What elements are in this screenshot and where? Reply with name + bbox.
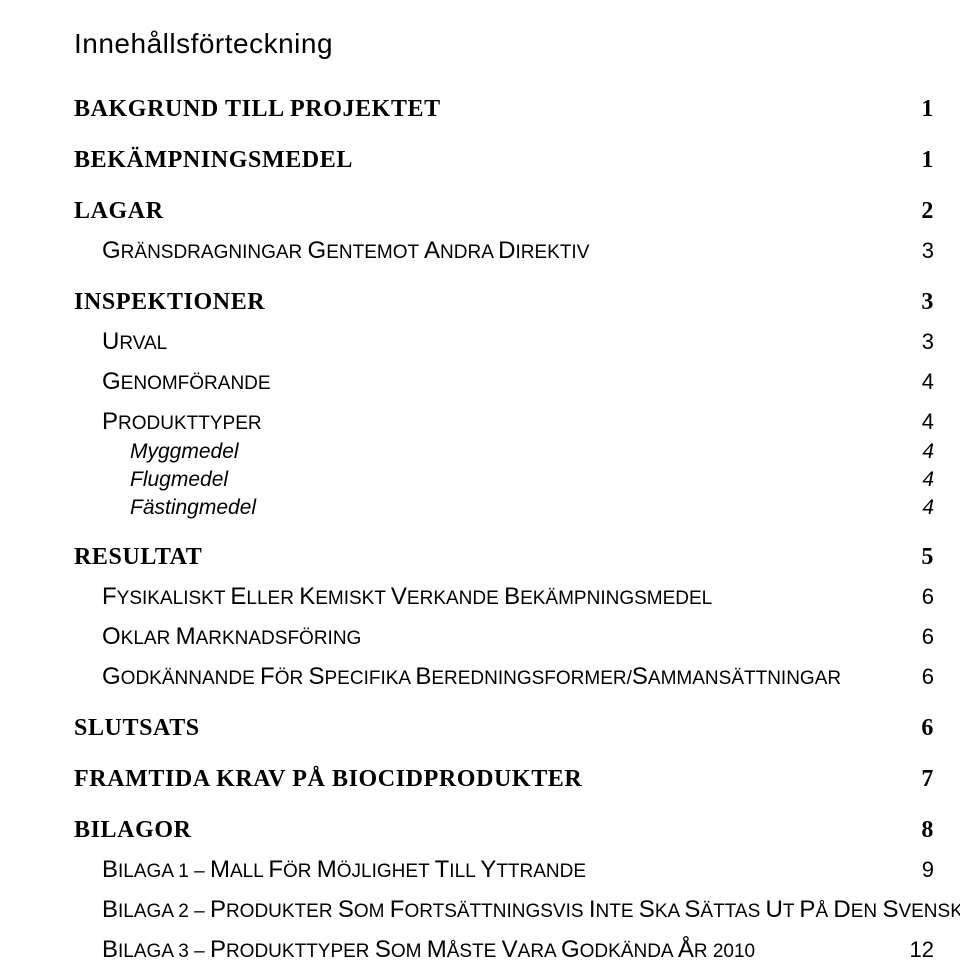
toc-entry-page: 12 <box>900 937 934 963</box>
toc-entry: PRODUKTTYPER 4 <box>74 408 934 436</box>
toc-entry: LAGAR 2 <box>74 198 934 225</box>
toc-entry: OKLAR MARKNADSFÖRING 6 <box>74 623 934 651</box>
toc-entry-page: 6 <box>900 584 934 610</box>
toc-entry: GENOMFÖRANDE 4 <box>74 368 934 396</box>
toc-entry: BILAGA 3 – PRODUKTTYPER SOM MÅSTE VARA G… <box>74 936 934 964</box>
toc-entry-label: BILAGOR <box>74 817 192 844</box>
toc-entry-label: Flugmedel <box>130 468 228 492</box>
toc-entry-page: 6 <box>900 715 934 742</box>
toc-entry: GRÄNSDRAGNINGAR GENTEMOT ANDRA DIREKTIV 3 <box>74 237 934 265</box>
toc-entry: FRAMTIDA KRAV PÅ BIOCIDPRODUKTER 7 <box>74 766 934 793</box>
toc-entry-label: LAGAR <box>74 198 164 225</box>
toc-entry-page: 5 <box>900 544 934 571</box>
toc-entry: Fästingmedel 4 <box>74 496 934 520</box>
toc-entry-label: URVAL <box>102 328 167 356</box>
toc-entry-label: BILAGA 2 – PRODUKTER SOM FORTSÄTTNINGSVI… <box>102 896 960 924</box>
toc-entry-label: GENOMFÖRANDE <box>102 368 271 396</box>
page: Innehållsförteckning BAKGRUND TILL PROJE… <box>0 0 960 964</box>
toc-entry: BILAGA 1 – MALL FÖR MÖJLIGHET TILL YTTRA… <box>74 856 934 884</box>
toc-entry-label: RESULTAT <box>74 544 202 571</box>
toc-entry-label: BILAGA 3 – PRODUKTTYPER SOM MÅSTE VARA G… <box>102 936 755 964</box>
toc-entry: GODKÄNNANDE FÖR SPECIFIKA BEREDNINGSFORM… <box>74 663 934 691</box>
toc-entry: RESULTAT 5 <box>74 544 934 571</box>
toc-entry-label: Fästingmedel <box>130 496 256 520</box>
toc-entry-page: 6 <box>900 624 934 650</box>
toc-entry-page: 1 <box>900 96 934 123</box>
toc-entry-page: 3 <box>900 238 934 264</box>
toc-entry: INSPEKTIONER 3 <box>74 289 934 316</box>
toc-entry-label: BAKGRUND TILL PROJEKTET <box>74 96 441 123</box>
toc-entry: Myggmedel 4 <box>74 440 934 464</box>
toc-entry-page: 4 <box>900 369 934 395</box>
document-title: Innehållsförteckning <box>74 28 934 60</box>
toc-entry-label: SLUTSATS <box>74 715 200 742</box>
toc-entry: Flugmedel 4 <box>74 468 934 492</box>
toc-entry: BEKÄMPNINGSMEDEL 1 <box>74 147 934 174</box>
toc-entry-page: 7 <box>900 766 934 793</box>
toc-entry-page: 4 <box>900 440 934 464</box>
toc-entry-page: 9 <box>900 857 934 883</box>
toc-entry: FYSIKALISKT ELLER KEMISKT VERKANDE BEKÄM… <box>74 583 934 611</box>
toc-entry-label: GRÄNSDRAGNINGAR GENTEMOT ANDRA DIREKTIV <box>102 237 589 265</box>
toc-entry: BILAGOR 8 <box>74 817 934 844</box>
toc-entry-page: 6 <box>900 664 934 690</box>
toc-entry: URVAL 3 <box>74 328 934 356</box>
toc-entry-page: 4 <box>900 496 934 520</box>
toc-entry-page: 4 <box>900 409 934 435</box>
toc-entry: BAKGRUND TILL PROJEKTET 1 <box>74 96 934 123</box>
toc-entry-page: 3 <box>900 289 934 316</box>
toc-entry-page: 1 <box>900 147 934 174</box>
toc-entry-label: PRODUKTTYPER <box>102 408 262 436</box>
table-of-contents: BAKGRUND TILL PROJEKTET1BEKÄMPNINGSMEDEL… <box>74 96 934 964</box>
toc-entry-page: 3 <box>900 329 934 355</box>
toc-entry-label: FRAMTIDA KRAV PÅ BIOCIDPRODUKTER <box>74 766 582 793</box>
toc-entry-page: 2 <box>900 198 934 225</box>
toc-entry: SLUTSATS 6 <box>74 715 934 742</box>
toc-entry-label: INSPEKTIONER <box>74 289 265 316</box>
toc-entry-page: 8 <box>900 817 934 844</box>
toc-entry-label: FYSIKALISKT ELLER KEMISKT VERKANDE BEKÄM… <box>102 583 712 611</box>
toc-entry-label: OKLAR MARKNADSFÖRING <box>102 623 361 651</box>
toc-entry-label: Myggmedel <box>130 440 239 464</box>
toc-entry-label: BILAGA 1 – MALL FÖR MÖJLIGHET TILL YTTRA… <box>102 856 586 884</box>
toc-entry-label: GODKÄNNANDE FÖR SPECIFIKA BEREDNINGSFORM… <box>102 663 841 691</box>
toc-entry: BILAGA 2 – PRODUKTER SOM FORTSÄTTNINGSVI… <box>74 896 934 924</box>
toc-entry-page: 4 <box>900 468 934 492</box>
toc-entry-label: BEKÄMPNINGSMEDEL <box>74 147 353 174</box>
